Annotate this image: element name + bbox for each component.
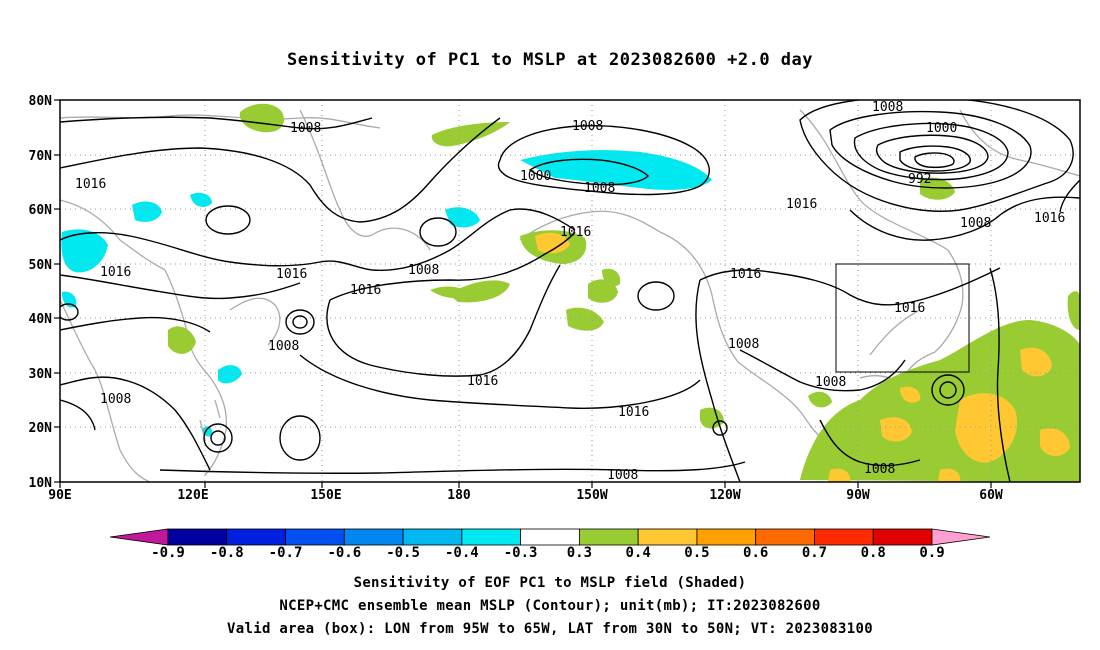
- colorbar-swatch: [285, 528, 345, 546]
- lon-label: 120E: [177, 488, 208, 503]
- sensitivity-shading: [61, 103, 1080, 482]
- colorbar-tick-label: -0.7: [269, 545, 303, 561]
- colorbar-low-arrow: [109, 528, 169, 546]
- contour-label: 1016: [350, 283, 381, 298]
- lon-label: 90E: [48, 488, 71, 503]
- colorbar-swatch: [520, 528, 580, 546]
- colorbar-swatch: [167, 528, 228, 546]
- lon-label: 150W: [576, 488, 607, 503]
- contour-label: 1008: [572, 119, 603, 134]
- contour-label: 1008: [872, 100, 903, 115]
- colorbar-swatch: [755, 528, 815, 546]
- contour-label: 1008: [864, 462, 895, 477]
- colorbar-high-arrow: [931, 528, 991, 546]
- colorbar-tick-label: 0.6: [743, 545, 768, 561]
- mslp-contours: [60, 100, 1080, 482]
- lon-labels: 90E 120E 150E 180 150W 120W 90W 60W: [48, 488, 1003, 503]
- colorbar-tick-label: -0.9: [151, 545, 185, 561]
- contour-label: 1008: [100, 392, 131, 407]
- colorbar-swatch: [872, 528, 933, 546]
- caption-line-3: Valid area (box): LON from 95W to 65W, L…: [227, 621, 873, 637]
- contour-label: 1016: [894, 301, 925, 316]
- colorbar-swatch: [814, 528, 874, 546]
- lat-labels: 80N 70N 60N 50N 40N 30N 20N 10N: [29, 94, 53, 491]
- contour-label: 1016: [1034, 211, 1065, 226]
- lat-label: 30N: [29, 367, 53, 382]
- lat-label: 60N: [29, 203, 53, 218]
- colorbar-tick-label: 0.5: [684, 545, 709, 561]
- lat-label: 70N: [29, 149, 53, 164]
- colorbar-swatch: [402, 528, 463, 546]
- colorbar-swatch: [461, 528, 522, 546]
- contour-label: 1000: [926, 121, 957, 136]
- colorbar-swatch: [343, 528, 404, 546]
- colorbar-tick-label: 0.8: [861, 545, 886, 561]
- colorbar-swatches: [167, 528, 933, 546]
- contour-label: 1016: [618, 405, 649, 420]
- contour-label: 1016: [276, 267, 307, 282]
- colorbar: -0.9 -0.8 -0.7 -0.6 -0.5 -0.4 -0.3 0.3 0.4 0.5 0.6…: [109, 528, 991, 561]
- contour-label: 1008: [290, 121, 321, 136]
- colorbar-tick-label: -0.4: [445, 545, 479, 561]
- caption-line-2: NCEP+CMC ensemble mean MSLP (Contour); u…: [279, 598, 821, 614]
- colorbar-tick-label: 0.7: [802, 545, 827, 561]
- lat-label: 40N: [29, 312, 53, 327]
- colorbar-tick-label: -0.3: [504, 545, 538, 561]
- colorbar-labels: -0.9 -0.8 -0.7 -0.6 -0.5 -0.4 -0.3 0.3 0.4 0.5 0.6…: [151, 545, 945, 561]
- contour-label: 1016: [467, 374, 498, 389]
- contour-label: 1000: [520, 169, 551, 184]
- lon-label: 90W: [846, 488, 870, 503]
- lat-ticks: [54, 99, 60, 483]
- contour-labels: 1008 1016 1016 1016 1008 1008 1008 1000 …: [75, 100, 1065, 483]
- contour-label: 992: [908, 172, 931, 187]
- lon-label: 120W: [709, 488, 740, 503]
- contour-label: 1016: [730, 267, 761, 282]
- lat-label: 10N: [29, 476, 53, 491]
- caption-line-1: Sensitivity of EOF PC1 to MSLP field (Sh…: [353, 575, 747, 591]
- contour-label: 1016: [560, 225, 591, 240]
- lon-ticks: [59, 482, 992, 488]
- contour-label: 1008: [584, 181, 615, 196]
- chart-title: Sensitivity of PC1 to MSLP at 2023082600…: [286, 50, 813, 70]
- contour-label: 1008: [815, 375, 846, 390]
- contour-label: 1016: [100, 265, 131, 280]
- contour-label: 1008: [728, 337, 759, 352]
- contour-label: 1008: [960, 216, 991, 231]
- colorbar-tick-label: -0.6: [327, 545, 361, 561]
- colorbar-tick-label: -0.5: [386, 545, 420, 561]
- colorbar-swatch: [226, 528, 286, 546]
- contour-label: 1016: [75, 177, 106, 192]
- lat-label: 20N: [29, 421, 53, 436]
- map-frame: [59, 99, 1081, 483]
- colorbar-tick-label: 0.3: [567, 545, 592, 561]
- colorbar-swatch: [578, 528, 639, 546]
- colorbar-swatch: [637, 528, 698, 546]
- colorbar-swatch: [696, 528, 757, 546]
- lat-label: 80N: [29, 94, 53, 109]
- colorbar-tick-label: 0.9: [919, 545, 944, 561]
- contour-label: 1016: [786, 197, 817, 212]
- valid-area-box: [835, 263, 970, 373]
- colorbar-tick-label: -0.8: [210, 545, 244, 561]
- colorbar-tick-label: 0.4: [626, 545, 651, 561]
- lon-label: 180: [447, 488, 471, 503]
- closed-contours: [60, 205, 965, 461]
- lat-label: 50N: [29, 258, 53, 273]
- contour-label: 1008: [408, 263, 439, 278]
- coastlines: [60, 109, 1080, 482]
- lon-label: 150E: [310, 488, 341, 503]
- contour-label: 1008: [607, 468, 638, 483]
- lon-label: 60W: [979, 488, 1003, 503]
- contour-label: 1008: [268, 339, 299, 354]
